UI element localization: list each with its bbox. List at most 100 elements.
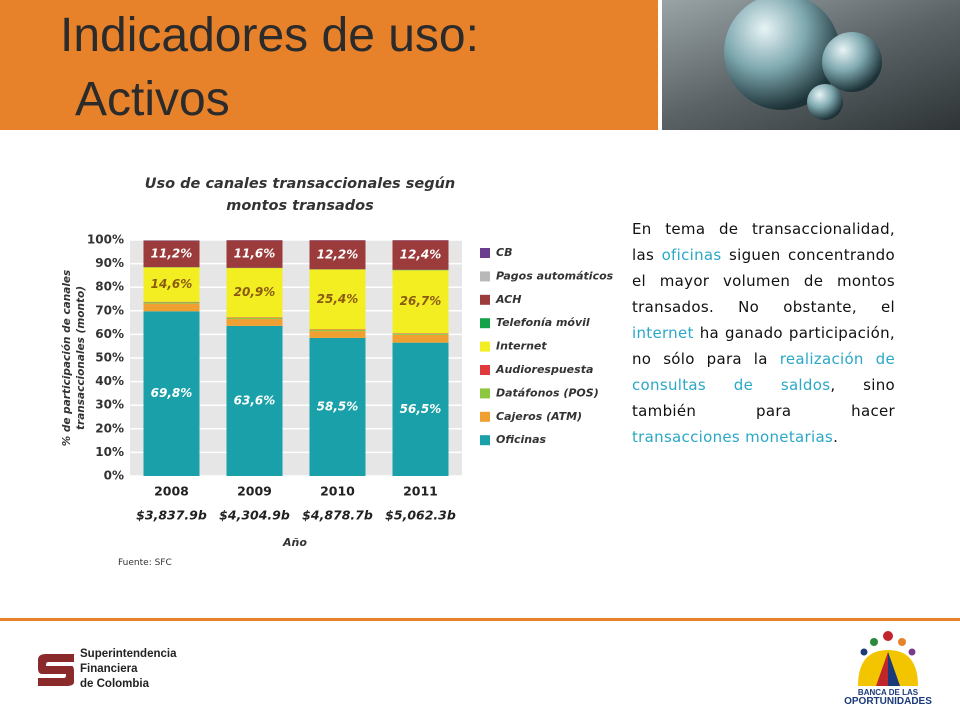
bar-segment bbox=[309, 269, 366, 330]
legend-swatch bbox=[480, 294, 490, 305]
legend-swatch bbox=[480, 388, 490, 399]
bar-segment bbox=[392, 334, 449, 343]
value-label: 26,7% bbox=[400, 294, 442, 308]
x-sublabel: $5,062.3b bbox=[385, 508, 456, 523]
legend-label: Oficinas bbox=[496, 433, 547, 446]
chart: Uso de canales transaccionales según mont… bbox=[61, 176, 614, 549]
bar-segment bbox=[309, 331, 366, 338]
bar-segment bbox=[143, 267, 200, 302]
y-tick-label: 30% bbox=[95, 398, 124, 412]
bar-segment bbox=[226, 325, 283, 476]
legend-label: Audiorespuesta bbox=[495, 363, 593, 376]
bar-segment bbox=[226, 317, 283, 320]
legend-label: Cajeros (ATM) bbox=[496, 410, 582, 423]
legend-label: CB bbox=[496, 246, 512, 259]
legend-swatch bbox=[480, 411, 490, 422]
y-tick-label: 10% bbox=[95, 445, 124, 459]
logo-text: Financiera bbox=[80, 663, 138, 675]
footer-line bbox=[0, 618, 960, 621]
x-tick-label: 2008 bbox=[154, 484, 189, 499]
legend-swatch bbox=[480, 248, 490, 258]
x-tick-label: 2011 bbox=[403, 484, 438, 499]
sphere bbox=[807, 84, 843, 120]
text: . bbox=[833, 428, 839, 446]
bar-segment bbox=[143, 311, 200, 476]
legend-swatch bbox=[480, 318, 490, 329]
x-tick-label: 2010 bbox=[320, 484, 355, 499]
y-tick-label: 40% bbox=[95, 374, 124, 388]
header-band: Indicadores de uso: Activos bbox=[0, 0, 658, 130]
highlight: realización de consultas de saldos bbox=[632, 350, 895, 394]
x-sublabel: $3,837.9b bbox=[136, 508, 207, 523]
highlight: oficinas bbox=[661, 246, 722, 264]
bar-segment bbox=[226, 319, 283, 326]
bar-segment bbox=[143, 303, 200, 312]
highlight: transacciones monetarias bbox=[632, 428, 834, 446]
slide-title: Activos bbox=[75, 73, 230, 126]
value-label: 11,6% bbox=[234, 247, 276, 261]
bar-segment bbox=[309, 240, 366, 270]
bar-segment bbox=[392, 240, 449, 270]
legend-swatch bbox=[480, 435, 490, 446]
value-label: 20,9% bbox=[234, 285, 276, 299]
bar-segment bbox=[392, 333, 449, 335]
y-tick-label: 60% bbox=[95, 327, 124, 341]
y-tick-label: 100% bbox=[87, 233, 124, 247]
value-label: 63,6% bbox=[234, 393, 276, 407]
value-label: 25,4% bbox=[317, 292, 359, 306]
value-label: 14,6% bbox=[151, 277, 193, 291]
value-label: 11,2% bbox=[151, 246, 193, 260]
value-label: 69,8% bbox=[151, 386, 193, 400]
bar-segment bbox=[226, 240, 283, 268]
bar-segment bbox=[309, 329, 366, 332]
y-tick-label: 0% bbox=[104, 469, 124, 483]
slide-title: Indicadores de uso: bbox=[60, 9, 479, 62]
legend-label: Pagos automáticos bbox=[496, 269, 614, 282]
header-photo bbox=[662, 0, 960, 130]
legend-label: ACH bbox=[495, 293, 521, 306]
legend-swatch bbox=[480, 341, 490, 352]
sphere bbox=[822, 32, 882, 92]
bdo-logo-mark bbox=[858, 631, 918, 686]
legend-swatch bbox=[480, 271, 490, 282]
legend-label: Telefonía móvil bbox=[496, 316, 590, 329]
body-text: En tema de transaccionalidad, las oficin… bbox=[632, 216, 895, 450]
bar-segment bbox=[309, 337, 366, 476]
x-sublabel: $4,304.9b bbox=[219, 508, 290, 523]
text: En tema de transaccionalidad, las bbox=[632, 220, 895, 264]
value-label: 12,4% bbox=[400, 248, 442, 262]
text: , sino también para hacer bbox=[632, 376, 895, 420]
legend-label: Internet bbox=[496, 340, 547, 353]
y-axis-label: % de participación de canales transaccion… bbox=[61, 270, 87, 447]
logo-text: Superintendencia bbox=[80, 648, 177, 660]
logo-text: BANCA DE LAS bbox=[857, 688, 919, 697]
bar-segment bbox=[143, 240, 200, 268]
spheres bbox=[724, 0, 882, 120]
value-label: 12,2% bbox=[317, 247, 359, 261]
highlight: internet bbox=[632, 324, 694, 342]
y-tick-label: 70% bbox=[95, 303, 124, 317]
sfc-logo-mark bbox=[38, 654, 74, 686]
bar-segment bbox=[392, 342, 449, 476]
y-tick-label: 50% bbox=[95, 351, 124, 365]
bar-segment bbox=[392, 270, 449, 334]
x-axis-label: Año bbox=[282, 536, 307, 549]
x-sublabel: $4,878.7b bbox=[302, 508, 373, 523]
y-tick-label: 20% bbox=[95, 421, 124, 435]
bar-segment bbox=[143, 302, 200, 304]
chart-title: Uso de canales transaccionales según mont… bbox=[145, 176, 455, 214]
logo-text: de Colombia bbox=[80, 678, 150, 690]
value-label: 56,5% bbox=[400, 402, 442, 416]
sphere bbox=[724, 0, 840, 110]
bar-segment bbox=[226, 268, 283, 318]
legend-label: Datáfonos (POS) bbox=[496, 386, 599, 399]
text: ha ganado participación, no sólo para la bbox=[632, 324, 895, 368]
legend-swatch bbox=[480, 365, 490, 375]
value-label: 58,5% bbox=[317, 399, 359, 413]
text: siguen concentrando el mayor volumen de … bbox=[632, 246, 895, 316]
source-note: Fuente: SFC bbox=[118, 558, 172, 568]
logo-text: OPORTUNIDADES bbox=[844, 696, 932, 707]
y-tick-label: 80% bbox=[95, 280, 124, 294]
x-tick-label: 2009 bbox=[237, 484, 272, 499]
